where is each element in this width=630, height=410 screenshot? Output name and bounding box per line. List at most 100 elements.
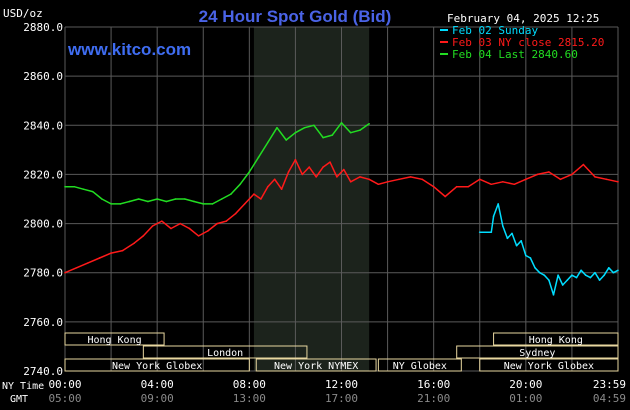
data-point (257, 156, 260, 159)
x-tick-label-gmt: 13:00 (233, 392, 266, 405)
x-tick-label-gmt: 09:00 (141, 392, 174, 405)
data-point (294, 131, 297, 134)
x-tick-label-ny: 04:00 (141, 378, 174, 391)
y-tick-label: 2800.0 (23, 218, 63, 231)
data-point (329, 161, 331, 163)
x-tick-label-gmt: 01:00 (509, 392, 542, 405)
data-point (211, 203, 214, 205)
data-point (137, 198, 140, 200)
data-point (571, 274, 573, 276)
session-label: London (207, 348, 243, 359)
x-tick-label-gmt: 21:00 (417, 392, 450, 405)
series-line-1 (64, 158, 619, 274)
data-point (398, 178, 400, 181)
session-box (64, 332, 165, 346)
data-point (239, 183, 241, 186)
data-point (582, 163, 585, 166)
x-tick-label-gmt: 05:00 (48, 392, 81, 405)
data-point (174, 198, 177, 200)
data-point (216, 222, 218, 225)
data-point (303, 126, 306, 129)
data-point (501, 225, 504, 227)
data-point (188, 227, 191, 230)
data-point (580, 269, 582, 272)
data-point (478, 231, 481, 233)
session-label: NY Globex (393, 361, 447, 372)
session-box (493, 332, 619, 346)
data-point (605, 178, 608, 181)
data-point (151, 225, 154, 227)
data-point (368, 178, 370, 181)
data-point (253, 193, 255, 195)
data-point (225, 220, 228, 222)
data-point (359, 129, 361, 131)
session-label: New York Globex (112, 361, 202, 372)
data-point (511, 232, 513, 235)
data-point (377, 183, 380, 186)
data-point (506, 237, 509, 240)
market-sessions: Hong Kong Hong Kong London Sydney New York G… (64, 332, 619, 372)
data-point (160, 220, 163, 222)
data-point (142, 235, 145, 237)
data-point (280, 188, 283, 190)
data-point (455, 185, 458, 188)
data-point (612, 271, 615, 274)
data-point (147, 200, 149, 203)
data-point (273, 178, 276, 181)
data-point (91, 190, 94, 193)
y-tick-label: 2840.0 (23, 119, 63, 132)
y-tick-label: 2760.0 (23, 316, 63, 329)
session-label: Sydney (519, 348, 555, 359)
data-point (594, 271, 596, 274)
session-label: New York NYMEX (274, 361, 358, 372)
data-point (501, 181, 504, 183)
unit-label: USD/oz (3, 7, 43, 20)
session-label: Hong Kong (529, 335, 583, 346)
series-lines (64, 122, 619, 296)
x-tick-label-ny: 23:59 (593, 378, 626, 391)
x-tick-label-gmt: 17:00 (325, 392, 358, 405)
data-point (409, 176, 412, 178)
data-point (594, 176, 596, 178)
data-point (529, 257, 532, 259)
session-label: New York Globex (504, 361, 594, 372)
y-tick-label: 2780.0 (23, 267, 63, 280)
data-point (386, 181, 389, 183)
data-point (336, 176, 338, 178)
data-point (285, 139, 288, 141)
gmt-label: GMT (10, 394, 28, 405)
data-point (266, 141, 269, 144)
data-point (520, 239, 523, 242)
data-point (603, 274, 605, 276)
data-point (184, 198, 186, 200)
data-point (110, 203, 112, 205)
data-point (497, 203, 499, 205)
legend-label: Feb 02 Sunday (452, 24, 538, 37)
data-point (165, 200, 168, 203)
series-line-2 (65, 122, 370, 205)
y-tick-label: 2740.0 (23, 365, 63, 378)
nymex-hours-highlight (253, 27, 370, 371)
data-point (515, 244, 518, 247)
data-point (101, 198, 103, 200)
x-tick-label-ny: 08:00 (233, 378, 266, 391)
data-point (490, 183, 493, 186)
y-axis-ticks: 2880.0 2860.0 2840.0 2820.0 2800.0 2780.0 2760… (23, 21, 63, 378)
site-link[interactable]: www.kitco.com (67, 40, 191, 59)
data-point (202, 203, 205, 205)
data-point (543, 274, 546, 276)
data-point (220, 198, 223, 200)
session-box (479, 358, 619, 372)
data-point (421, 178, 423, 181)
data-point (110, 252, 112, 254)
data-point (538, 271, 541, 274)
data-point (559, 178, 562, 181)
session-box (456, 345, 619, 359)
data-point (490, 231, 493, 233)
data-point (444, 195, 446, 198)
data-point (584, 274, 587, 276)
data-point (313, 124, 315, 127)
data-point (322, 166, 324, 168)
data-point (234, 212, 237, 215)
